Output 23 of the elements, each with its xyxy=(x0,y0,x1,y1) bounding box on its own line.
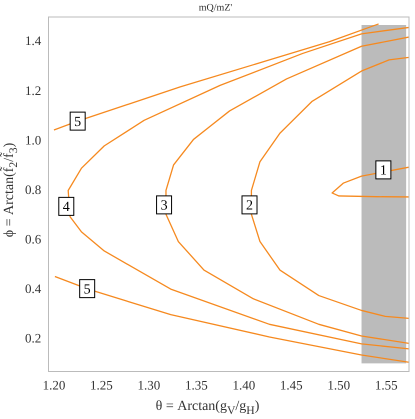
x-tick-label: 1.50 xyxy=(327,378,350,393)
y-tick-label: 0.2 xyxy=(25,330,42,346)
annotation: 1 xyxy=(380,164,387,179)
x-tick-label: 1.40 xyxy=(232,378,256,393)
y-tick-label: 1.4 xyxy=(25,33,42,48)
x-tick-label: 1.25 xyxy=(90,378,113,393)
y-tick-label: 1.2 xyxy=(25,82,42,98)
x-tick-label: 1.45 xyxy=(280,378,303,393)
annotation: 3 xyxy=(160,198,168,214)
x-tick-label: 1.35 xyxy=(184,378,208,393)
x-axis-title: θ = Arctan(g$_{V}$/g$_{H}$) xyxy=(154,399,260,417)
annotation: 5 xyxy=(84,282,91,298)
annotation: 2 xyxy=(246,198,254,214)
annotation: 4 xyxy=(62,200,70,216)
y-tick-label: 1.0 xyxy=(25,132,42,148)
annotation: 5 xyxy=(74,114,82,130)
y-tick-label: 0.6 xyxy=(25,231,42,246)
y-tick-label: 0.8 xyxy=(25,182,42,197)
y-tick-label: 0.4 xyxy=(25,281,42,296)
x-tick-label: 1.55 xyxy=(374,378,398,393)
chart-title: mQ/mZ' xyxy=(198,2,232,14)
x-tick-label: 1.20 xyxy=(42,378,66,393)
x-tick-label: 1.30 xyxy=(138,378,160,393)
